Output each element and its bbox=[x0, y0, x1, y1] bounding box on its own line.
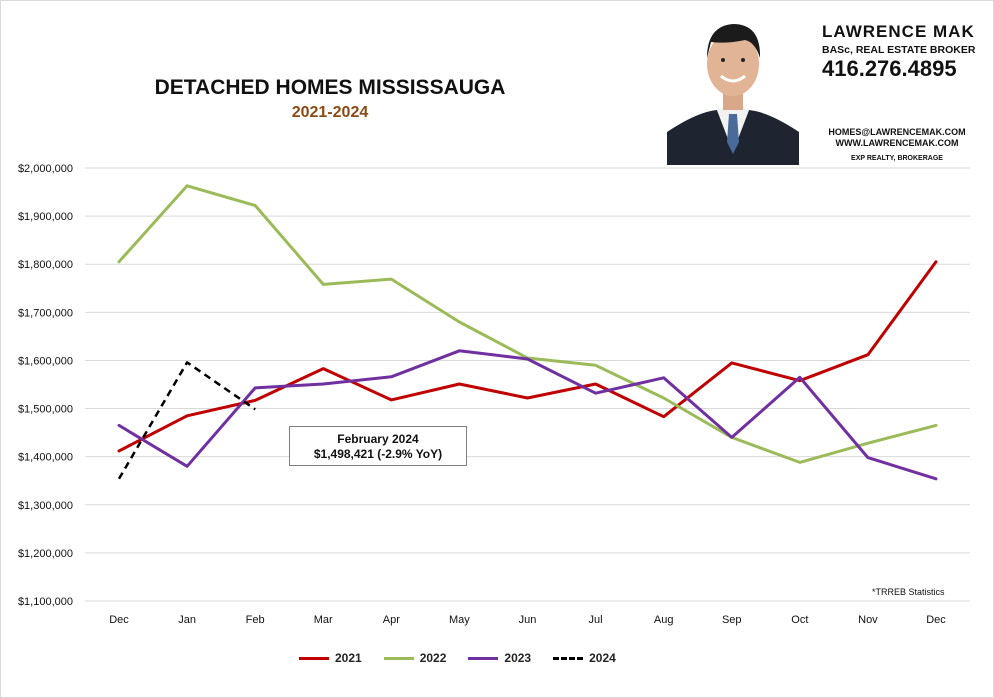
legend-swatch bbox=[553, 656, 584, 660]
x-tick-label: Apr bbox=[383, 614, 400, 626]
chart-legend: 2021 2022 2023 2024 bbox=[299, 651, 616, 665]
legend-swatch bbox=[468, 656, 499, 660]
agent-portrait-image bbox=[667, 2, 799, 165]
x-tick-label: Jul bbox=[589, 614, 603, 626]
x-tick-label: Jun bbox=[519, 614, 537, 626]
agent-email: HOMES@LAWRENCEMAK.COM bbox=[828, 127, 966, 137]
legend-item-2024: 2024 bbox=[553, 651, 616, 665]
legend-label: 2022 bbox=[419, 651, 447, 665]
legend-item-2021: 2021 bbox=[299, 651, 362, 665]
legend-item-2023: 2023 bbox=[468, 651, 531, 665]
x-tick-label: Dec bbox=[109, 614, 129, 626]
y-tick-label: $1,600,000 bbox=[18, 355, 73, 367]
legend-swatch bbox=[383, 656, 414, 660]
contact-block: LAWRENCE MAK BASc, REAL ESTATE BROKER 41… bbox=[822, 22, 975, 82]
y-tick-label: $1,300,000 bbox=[18, 500, 73, 512]
legend-label: 2023 bbox=[504, 651, 532, 665]
source-note: *TRREB Statistics bbox=[872, 587, 945, 597]
y-tick-label: $1,700,000 bbox=[18, 307, 73, 319]
series-line-2024 bbox=[117, 361, 256, 480]
series-line-2022 bbox=[117, 184, 938, 464]
y-tick-label: $2,000,000 bbox=[18, 163, 73, 175]
x-tick-label: Jan bbox=[178, 614, 196, 626]
callout-line-2: $1,498,421 (-2.9% YoY) bbox=[313, 447, 443, 461]
x-tick-label: Sep bbox=[722, 614, 742, 626]
series-line-2021 bbox=[117, 260, 938, 453]
agent-website: WWW.LAWRENCEMAK.COM bbox=[835, 138, 959, 148]
callout-box: February 2024 $1,498,421 (-2.9% YoY) bbox=[289, 426, 467, 466]
x-tick-label: Nov bbox=[858, 614, 878, 626]
agent-role: BASc, REAL ESTATE BROKER bbox=[822, 44, 976, 56]
legend-item-2022: 2022 bbox=[383, 651, 447, 665]
x-tick-label: May bbox=[449, 614, 470, 626]
legend-swatch bbox=[299, 656, 329, 660]
x-tick-label: Oct bbox=[791, 614, 808, 626]
chart-subtitle: 2021-2024 bbox=[291, 104, 369, 121]
agent-phone: 416.276.4895 bbox=[822, 56, 957, 81]
legend-label: 2024 bbox=[589, 651, 616, 665]
x-tick-label: Dec bbox=[926, 614, 946, 626]
x-tick-label: Mar bbox=[314, 614, 333, 626]
y-tick-label: $1,400,000 bbox=[18, 452, 73, 464]
y-tick-label: $1,800,000 bbox=[18, 259, 73, 271]
y-tick-label: $1,100,000 bbox=[18, 596, 73, 608]
agent-name: LAWRENCE MAK bbox=[822, 22, 975, 41]
callout-line-1: February 2024 bbox=[337, 432, 419, 446]
x-tick-label: Aug bbox=[654, 614, 674, 626]
legend-label: 2021 bbox=[335, 651, 362, 665]
y-tick-label: $1,200,000 bbox=[18, 548, 73, 560]
agent-photo bbox=[667, 2, 799, 165]
contact-lines: HOMES@LAWRENCEMAK.COM WWW.LAWRENCEMAK.CO… bbox=[812, 127, 982, 164]
y-tick-label: $1,500,000 bbox=[18, 404, 73, 416]
agent-brokerage: EXP REALTY, BROKERAGE bbox=[851, 155, 943, 162]
x-tick-label: Feb bbox=[246, 614, 265, 626]
chart-title: DETACHED HOMES MISSISSAUGA bbox=[154, 76, 506, 99]
series-line-2023 bbox=[117, 349, 938, 481]
y-tick-label: $1,900,000 bbox=[18, 211, 73, 223]
